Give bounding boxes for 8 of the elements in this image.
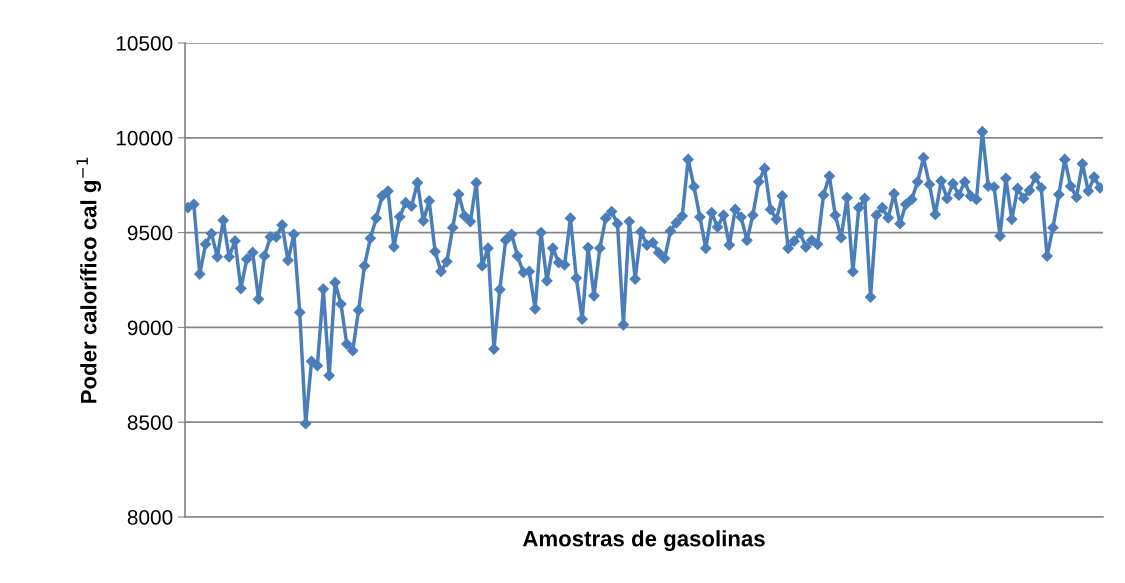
y-tick-label: 8000 [127,510,173,525]
y-tick-label: 9500 [127,225,173,241]
y-tick-label: 10000 [116,130,173,146]
x-axis-title: Amostras de gasolinas [522,530,765,552]
y-tick-label: 8500 [127,415,173,430]
y-tick-label: 9000 [127,320,173,336]
y-tick-label: 10500 [116,36,173,51]
y-axis-title: Poder calorífico cal g$^{−1}$ [76,157,102,403]
